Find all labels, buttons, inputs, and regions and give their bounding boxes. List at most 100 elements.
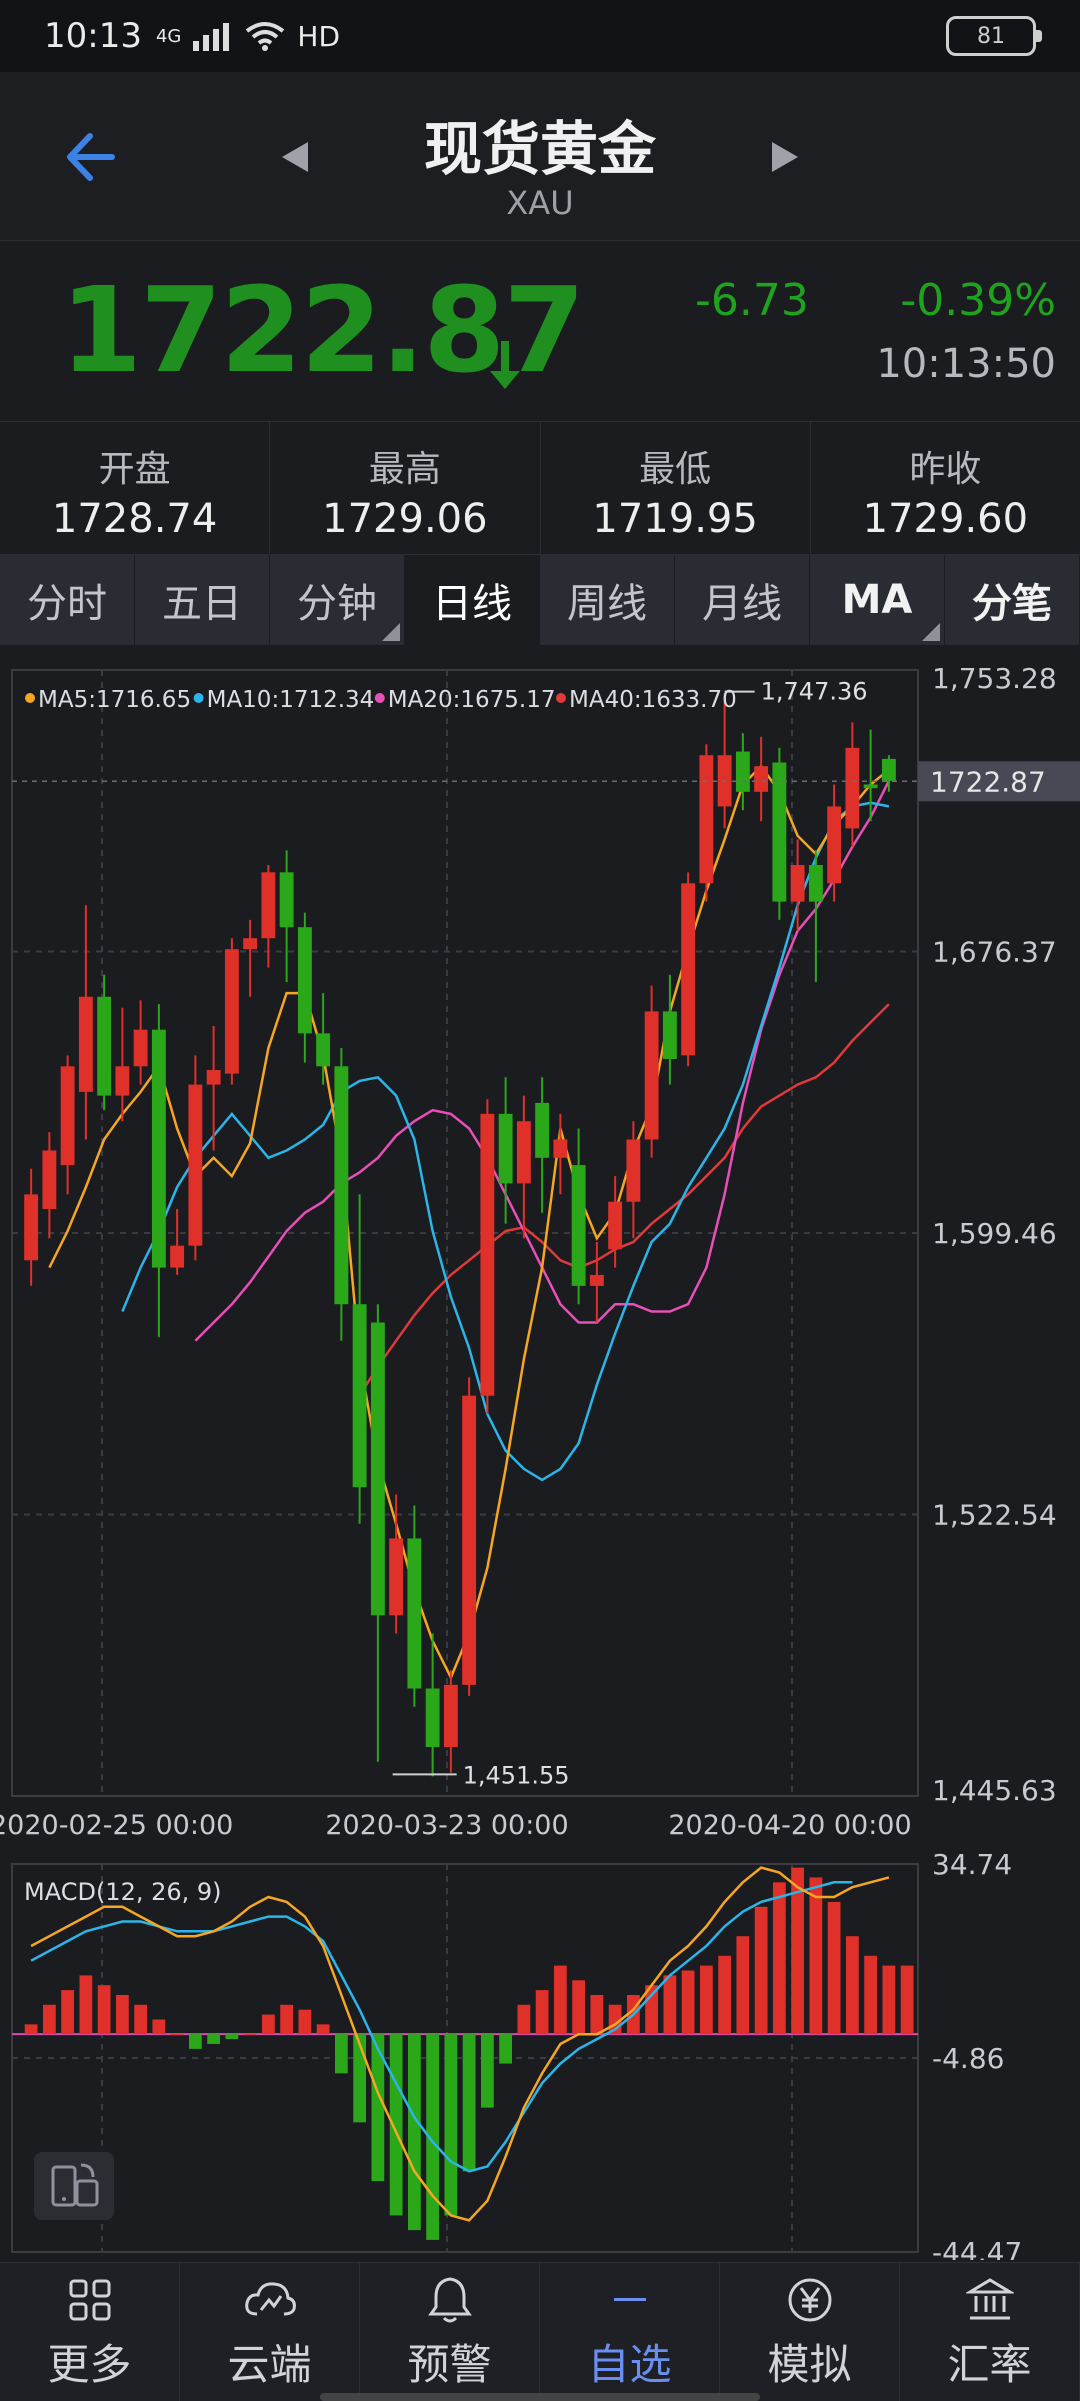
candle-body bbox=[425, 1688, 440, 1748]
nav-simulate[interactable]: 模拟 bbox=[720, 2263, 900, 2401]
current-price-tag-bg bbox=[918, 761, 1080, 802]
stat-label: 昨收 bbox=[909, 449, 982, 490]
legend-label: MA20:1675.17 bbox=[388, 687, 556, 713]
y-tick-label: 1,445.63 bbox=[932, 1774, 1057, 1807]
candle-body bbox=[662, 1011, 677, 1059]
battery-level: 81 bbox=[977, 23, 1005, 49]
low-annotation: 1,451.55 bbox=[463, 1761, 570, 1789]
high-annotation: 1,747.36 bbox=[761, 678, 868, 706]
nav-more[interactable]: 更多 bbox=[0, 2263, 180, 2401]
macd-histogram-bar bbox=[24, 2024, 38, 2035]
page-title: 现货黄金 bbox=[423, 115, 656, 183]
macd-histogram-bar bbox=[261, 2014, 275, 2035]
macd-histogram-bar bbox=[426, 2034, 440, 2240]
candle-body bbox=[389, 1538, 404, 1616]
candle-body bbox=[462, 1395, 477, 1685]
tab-intraday[interactable]: 分时 bbox=[0, 555, 135, 645]
macd-histogram-bar bbox=[207, 2034, 221, 2044]
macd-histogram-bar bbox=[298, 2009, 312, 2035]
candle-body bbox=[334, 1066, 349, 1305]
macd-histogram-bar bbox=[280, 2004, 294, 2035]
ma40-line bbox=[358, 1003, 890, 1397]
macd-histogram-bar bbox=[42, 2004, 56, 2035]
candlestick-chart[interactable]: 1,747.36 1,451.55 MACD(12, 26, 9) 34.74 -4.… bbox=[0, 646, 1080, 2269]
macd-histogram-bar bbox=[334, 2034, 348, 2074]
candle-body bbox=[571, 1165, 586, 1286]
tab-monthly[interactable]: 月线 bbox=[675, 555, 810, 645]
candle-body bbox=[42, 1150, 57, 1210]
macd-histogram-bar bbox=[845, 1936, 859, 2035]
tab-daily[interactable]: 日线 bbox=[405, 555, 540, 645]
macd-histogram-bar bbox=[864, 1955, 878, 2035]
candle-body bbox=[735, 751, 750, 792]
macd-histogram-bar bbox=[553, 1965, 567, 2035]
prev-instrument-icon[interactable] bbox=[280, 140, 310, 174]
nav-label: 模拟 bbox=[767, 2339, 852, 2389]
dropdown-corner-icon bbox=[922, 623, 940, 641]
battery-icon: 81 bbox=[946, 16, 1042, 56]
macd-histogram-bar bbox=[754, 1906, 768, 2035]
macd-y-tick-label: 34.74 bbox=[932, 1848, 1012, 1881]
bottom-nav: 更多 云端 预警 自选 模拟 汇率 bbox=[0, 2262, 1080, 2401]
candle-body bbox=[206, 1069, 221, 1085]
candle-body bbox=[297, 927, 312, 1034]
chart-area[interactable]: 1,747.36 1,451.55 MACD(12, 26, 9) 34.74 -4.… bbox=[0, 646, 1080, 2269]
nav-watchlist[interactable]: 自选 bbox=[540, 2263, 720, 2401]
macd-y-tick-label: -44.47 bbox=[932, 2236, 1022, 2260]
macd-histogram-bar bbox=[243, 2034, 257, 2036]
ma10-line bbox=[121, 801, 890, 1482]
candle-body bbox=[443, 1684, 458, 1748]
legend-label: MA5:1716.65 bbox=[38, 687, 191, 713]
candle-body bbox=[407, 1538, 422, 1689]
tab-five-day[interactable]: 五日 bbox=[135, 555, 270, 645]
nav-cloud[interactable]: 云端 bbox=[180, 2263, 360, 2401]
candle-body bbox=[261, 872, 276, 939]
back-arrow-icon[interactable] bbox=[50, 122, 120, 192]
macd-histogram-bar bbox=[809, 1877, 823, 2035]
y-tick-label: 1,599.46 bbox=[932, 1217, 1057, 1250]
stat-high: 最高 1729.06 bbox=[270, 422, 541, 554]
macd-histogram-bar bbox=[225, 2034, 239, 2040]
quote-panel: 1722.87 -6.73 -0.39% 10:13:50 bbox=[0, 241, 1080, 422]
symbol-code: XAU bbox=[506, 184, 574, 222]
candle-body bbox=[151, 1029, 166, 1268]
tab-minute[interactable]: 分钟 bbox=[270, 555, 405, 645]
tab-tick[interactable]: 分笔 bbox=[945, 555, 1080, 645]
candle-body bbox=[535, 1102, 550, 1158]
stat-label: 开盘 bbox=[98, 449, 171, 490]
stat-value: 1719.95 bbox=[592, 496, 758, 542]
candle-body bbox=[78, 996, 93, 1092]
macd-histogram-bar bbox=[499, 2034, 513, 2064]
candle-body bbox=[790, 865, 805, 902]
candle-body bbox=[553, 1139, 568, 1158]
status-time: 10:13 bbox=[44, 16, 142, 56]
x-tick-label: 2020-03-23 00:00 bbox=[325, 1810, 568, 1841]
legend-label: MA40:1633.70 bbox=[569, 687, 737, 713]
candle-body bbox=[754, 766, 769, 792]
stat-open: 开盘 1728.74 bbox=[0, 422, 271, 554]
rotate-screen-button[interactable] bbox=[34, 2152, 114, 2220]
bank-icon bbox=[965, 2273, 1014, 2327]
stat-low: 最低 1719.95 bbox=[541, 422, 811, 554]
price-change: -6.73 bbox=[695, 275, 809, 326]
nav-exchange-rate[interactable]: 汇率 bbox=[900, 2263, 1080, 2401]
stat-label: 最低 bbox=[639, 449, 712, 490]
legend-dot bbox=[193, 693, 204, 703]
candle-body bbox=[608, 1201, 623, 1250]
nav-label: 云端 bbox=[227, 2339, 312, 2389]
macd-histogram-bar bbox=[152, 2019, 166, 2035]
tab-indicator-ma[interactable]: MA bbox=[810, 555, 945, 645]
next-instrument-icon[interactable] bbox=[770, 140, 800, 174]
macd-histogram-bar bbox=[134, 2004, 148, 2035]
macd-line bbox=[30, 1866, 890, 2222]
macd-histogram-bar bbox=[79, 1975, 93, 2035]
candle-body bbox=[881, 758, 896, 781]
macd-histogram-bar bbox=[480, 2034, 494, 2108]
macd-histogram-bar bbox=[316, 2024, 330, 2035]
home-indicator[interactable] bbox=[320, 2393, 760, 2401]
nav-label: 自选 bbox=[587, 2339, 672, 2389]
nav-alert[interactable]: 预警 bbox=[360, 2263, 540, 2401]
period-tabs: 分时 五日 分钟 日线 周线 月线 MA 分笔 bbox=[0, 555, 1080, 645]
rotate-screen-icon bbox=[51, 2163, 99, 2207]
tab-weekly[interactable]: 周线 bbox=[540, 555, 675, 645]
